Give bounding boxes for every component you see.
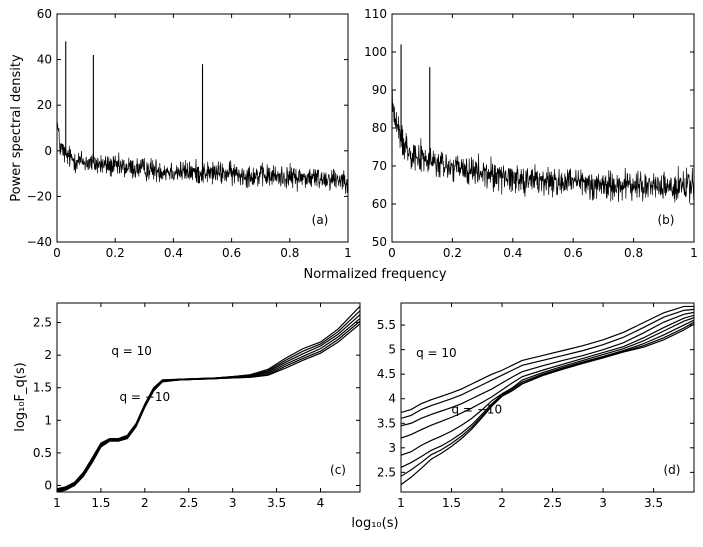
panel-b-psd-line bbox=[392, 89, 694, 204]
panel-b-ytick-label: 90 bbox=[372, 83, 387, 97]
panel-b-ytick-label: 60 bbox=[372, 197, 387, 211]
panel-b-label: (b) bbox=[658, 213, 675, 227]
panel-c-series-5 bbox=[57, 323, 360, 492]
panel-d-annotation-0: q = 10 bbox=[416, 346, 457, 360]
panel-d-series-5 bbox=[401, 319, 694, 468]
panel-c-frame bbox=[56, 302, 361, 493]
panel-d-series-2 bbox=[401, 311, 694, 427]
panel-c-series-2 bbox=[57, 314, 360, 491]
panel-c-xtick-label: 2.5 bbox=[179, 496, 198, 510]
panel-d-ytick-label: 5.5 bbox=[377, 318, 396, 332]
panel-c-series-0 bbox=[57, 305, 360, 490]
xlabel-bottom: log₁₀(s) bbox=[351, 516, 398, 531]
panel-c-xtick-label: 4 bbox=[317, 496, 325, 510]
panel-a-xtick-label: 0.4 bbox=[164, 246, 183, 260]
panel-a-ytick-label: 20 bbox=[37, 98, 52, 112]
panel-d-ytick-label: 3 bbox=[388, 441, 396, 455]
panel-d-frame bbox=[400, 302, 695, 493]
panel-a-label: (a) bbox=[312, 213, 329, 227]
panel-d-xtick-label: 1 bbox=[397, 496, 405, 510]
panel-c-ytick-label: 0.5 bbox=[33, 446, 52, 460]
panel-b-ytick-label: 50 bbox=[372, 235, 387, 249]
panel-a: 0 0.2 0.4 0.6 0.8 1 −40 −20 0 20 40 60 (a) bbox=[27, 7, 352, 260]
panel-b-xtick-label: 0.4 bbox=[503, 246, 522, 260]
panel-d-xtick-label: 3.5 bbox=[644, 496, 663, 510]
panel-d-xtick-label: 3 bbox=[599, 496, 607, 510]
panel-b-ytick-label: 110 bbox=[364, 7, 387, 21]
panel-b-xtick-label: 0.2 bbox=[443, 246, 462, 260]
panel-d-ytick-label: 3.5 bbox=[377, 416, 396, 430]
panel-a-xtick-label: 0 bbox=[53, 246, 61, 260]
panel-b-xtick-label: 0 bbox=[388, 246, 396, 260]
panel-d-ytick-label: 4.5 bbox=[377, 367, 396, 381]
panel-c-ytick-label: 2.5 bbox=[33, 316, 52, 330]
panel-c-xtick-label: 2 bbox=[141, 496, 149, 510]
panel-a-ytick-label: −40 bbox=[27, 235, 52, 249]
panel-d-series-3 bbox=[401, 314, 694, 439]
panel-c-xtick-label: 3.5 bbox=[267, 496, 286, 510]
panel-d: 1 1.5 2 2.5 3 3.5 2.5 3 3.5 4 4.5 5 5.5 q = 10 q = −10… bbox=[377, 302, 695, 510]
panel-d-ytick-label: 5 bbox=[388, 343, 396, 357]
panel-d-annotation-1: q = −10 bbox=[451, 402, 502, 416]
panel-a-ytick-label: 0 bbox=[44, 144, 52, 158]
panel-a-ytick-label: 60 bbox=[37, 7, 52, 21]
panel-c-series-1 bbox=[57, 310, 360, 490]
panel-c-xtick-label: 1 bbox=[53, 496, 61, 510]
panel-d-series-1 bbox=[401, 308, 694, 419]
panel-c-annotation-1: q = −10 bbox=[120, 390, 171, 404]
panel-b-ytick-label: 80 bbox=[372, 121, 387, 135]
panel-d-label: (d) bbox=[664, 463, 681, 477]
panel-b-ytick-label: 70 bbox=[372, 159, 387, 173]
panel-d-ytick-label: 2.5 bbox=[377, 465, 396, 479]
panel-d-ytick-label: 4 bbox=[388, 392, 396, 406]
panel-b-ytick-label: 100 bbox=[364, 45, 387, 59]
panel-a-plot: 0 0.2 0.4 0.6 0.8 1 −40 −20 0 20 40 60 bbox=[27, 7, 352, 260]
panel-d-series-7 bbox=[401, 323, 694, 486]
panel-b-xtick-label: 0.6 bbox=[564, 246, 583, 260]
panel-c-ytick-label: 1 bbox=[44, 413, 52, 427]
ylabel-bottom: log₁₀F_q(s) bbox=[13, 362, 28, 431]
panel-a-xtick-label: 0.6 bbox=[222, 246, 241, 260]
panel-b-plot: 0 0.2 0.4 0.6 0.8 1 50 60 70 80 90 100 110 bbox=[364, 7, 698, 260]
panel-b: 0 0.2 0.4 0.6 0.8 1 50 60 70 80 90 100 110 (b) bbox=[364, 7, 698, 260]
panel-c-annotation-0: q = 10 bbox=[111, 344, 152, 358]
panel-d-xtick-label: 2 bbox=[498, 496, 506, 510]
panel-a-xtick-label: 0.8 bbox=[280, 246, 299, 260]
panel-d-series-4 bbox=[401, 317, 694, 456]
panel-d-series-0 bbox=[401, 305, 694, 414]
panel-a-ytick-label: 40 bbox=[37, 53, 52, 67]
panel-d-xtick-label: 2.5 bbox=[543, 496, 562, 510]
panel-c-label: (c) bbox=[330, 463, 346, 477]
panel-b-xtick-label: 1 bbox=[690, 246, 698, 260]
panel-a-ytick-label: −20 bbox=[27, 189, 52, 203]
xlabel-top: Normalized frequency bbox=[303, 267, 446, 282]
panel-a-xtick-label: 0.2 bbox=[106, 246, 125, 260]
panel-a-xtick-label: 1 bbox=[344, 246, 352, 260]
panel-c-ytick-label: 2 bbox=[44, 348, 52, 362]
panel-d-plot: 1 1.5 2 2.5 3 3.5 2.5 3 3.5 4 4.5 5 5.5 q = 10 q = −10 bbox=[377, 303, 694, 510]
panel-c-xtick-label: 3 bbox=[229, 496, 237, 510]
panel-c-ytick-label: 1.5 bbox=[33, 381, 52, 395]
panel-d-xtick-label: 1.5 bbox=[442, 496, 461, 510]
panel-c: 1 1.5 2 2.5 3 3.5 4 0 0.5 1 1.5 2 2.5 q = 10 q = −10 (… bbox=[33, 302, 361, 510]
panel-c-plot: 1 1.5 2 2.5 3 3.5 4 0 0.5 1 1.5 2 2.5 q = 10 q = −10 bbox=[33, 303, 360, 510]
panel-c-xtick-label: 1.5 bbox=[91, 496, 110, 510]
ylabel-top: Power spectral density bbox=[9, 54, 24, 202]
panel-c-ytick-label: 0 bbox=[44, 478, 52, 492]
panel-b-frame bbox=[391, 13, 695, 243]
panel-b-xtick-label: 0.8 bbox=[624, 246, 643, 260]
